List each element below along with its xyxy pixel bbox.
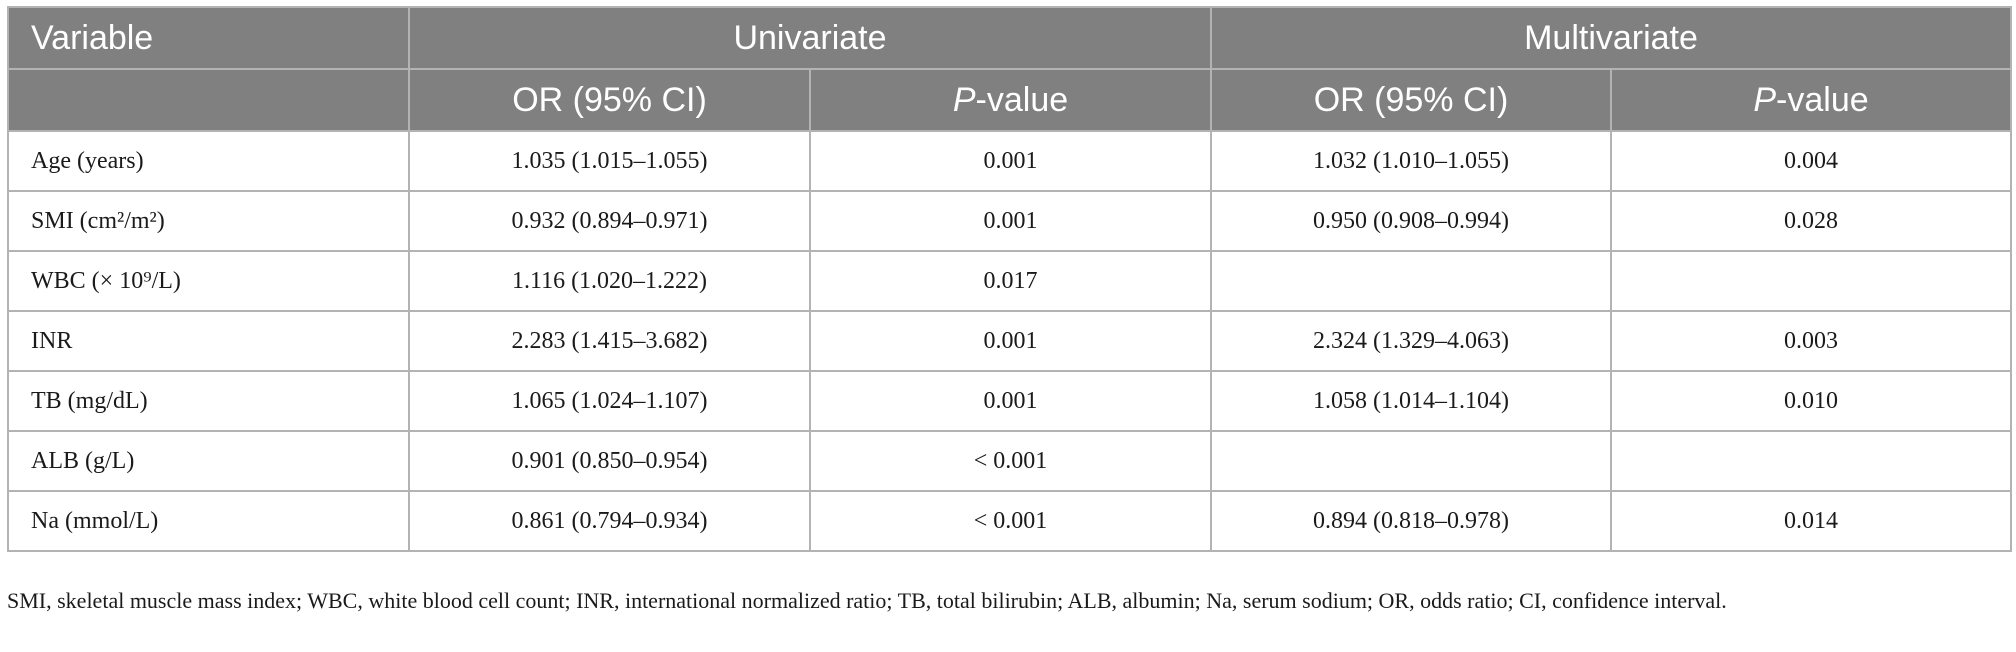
header-variable: Variable <box>7 6 410 70</box>
regression-table: Variable Univariate Multivariate OR (95%… <box>7 6 2013 552</box>
header-uni-or-ci: OR (95% CI) <box>408 68 811 132</box>
p-letter: P <box>1753 80 1777 119</box>
multivariate-p-cell <box>1610 430 2013 492</box>
multivariate-p-cell: 0.028 <box>1610 190 2013 252</box>
table-row: ALB (g/L) 0.901 (0.850–0.954) < 0.001 <box>7 430 2013 492</box>
multivariate-or-cell: 1.058 (1.014–1.104) <box>1210 370 1613 432</box>
table-header: Variable Univariate Multivariate OR (95%… <box>7 6 2013 132</box>
univariate-or-cell: 0.901 (0.850–0.954) <box>408 430 811 492</box>
univariate-or-cell: 1.116 (1.020–1.222) <box>408 250 811 312</box>
row-label: Age (years) <box>7 130 410 192</box>
multivariate-or-cell <box>1210 430 1613 492</box>
p-suffix: -value <box>1776 80 1869 119</box>
multivariate-p-cell: 0.003 <box>1610 310 2013 372</box>
table-row: Na (mmol/L) 0.861 (0.794–0.934) < 0.001 … <box>7 490 2013 552</box>
table-row: WBC (× 10⁹/L) 1.116 (1.020–1.222) 0.017 <box>7 250 2013 312</box>
multivariate-p-cell: 0.010 <box>1610 370 2013 432</box>
univariate-or-cell: 2.283 (1.415–3.682) <box>408 310 811 372</box>
univariate-or-cell: 1.065 (1.024–1.107) <box>408 370 811 432</box>
multivariate-p-cell: 0.004 <box>1610 130 2013 192</box>
multivariate-or-cell <box>1210 250 1613 312</box>
row-label: TB (mg/dL) <box>7 370 410 432</box>
multivariate-p-cell: 0.014 <box>1610 490 2013 552</box>
table-row: Age (years) 1.035 (1.015–1.055) 0.001 1.… <box>7 130 2013 192</box>
multivariate-or-cell: 1.032 (1.010–1.055) <box>1210 130 1613 192</box>
table-body: Age (years) 1.035 (1.015–1.055) 0.001 1.… <box>7 130 2013 552</box>
header-row-2: OR (95% CI) P-value OR (95% CI) P-value <box>7 68 2013 132</box>
p-suffix: -value <box>975 80 1069 119</box>
header-multi-or-ci: OR (95% CI) <box>1210 68 1613 132</box>
header-blank <box>7 68 410 132</box>
table-footnote: SMI, skeletal muscle mass index; WBC, wh… <box>7 588 1727 613</box>
univariate-or-cell: 0.861 (0.794–0.934) <box>408 490 811 552</box>
univariate-or-cell: 0.932 (0.894–0.971) <box>408 190 811 252</box>
header-univariate: Univariate <box>407 6 1213 70</box>
univariate-or-cell: 1.035 (1.015–1.055) <box>408 130 811 192</box>
multivariate-or-cell: 0.950 (0.908–0.994) <box>1210 190 1613 252</box>
multivariate-or-cell: 0.894 (0.818–0.978) <box>1210 490 1613 552</box>
univariate-p-cell: 0.001 <box>808 370 1213 432</box>
table-row: INR 2.283 (1.415–3.682) 0.001 2.324 (1.3… <box>7 310 2013 372</box>
row-label: Na (mmol/L) <box>7 490 410 552</box>
regression-table-container: Variable Univariate Multivariate OR (95%… <box>7 6 2013 552</box>
univariate-p-cell: < 0.001 <box>808 430 1213 492</box>
table-row: SMI (cm²/m²) 0.932 (0.894–0.971) 0.001 0… <box>7 190 2013 252</box>
univariate-p-cell: < 0.001 <box>808 490 1213 552</box>
univariate-p-cell: 0.001 <box>808 310 1213 372</box>
row-label: INR <box>7 310 410 372</box>
header-multi-p-value: P-value <box>1610 68 2013 132</box>
p-letter: P <box>952 80 976 119</box>
row-label: ALB (g/L) <box>7 430 410 492</box>
header-uni-p-value: P-value <box>808 68 1213 132</box>
univariate-p-cell: 0.017 <box>808 250 1213 312</box>
header-row-1: Variable Univariate Multivariate <box>7 6 2013 70</box>
row-label: SMI (cm²/m²) <box>7 190 410 252</box>
multivariate-or-cell: 2.324 (1.329–4.063) <box>1210 310 1613 372</box>
univariate-p-cell: 0.001 <box>808 130 1213 192</box>
multivariate-p-cell <box>1610 250 2013 312</box>
table-row: TB (mg/dL) 1.065 (1.024–1.107) 0.001 1.0… <box>7 370 2013 432</box>
header-multivariate: Multivariate <box>1210 6 2013 70</box>
row-label: WBC (× 10⁹/L) <box>7 250 410 312</box>
univariate-p-cell: 0.001 <box>808 190 1213 252</box>
